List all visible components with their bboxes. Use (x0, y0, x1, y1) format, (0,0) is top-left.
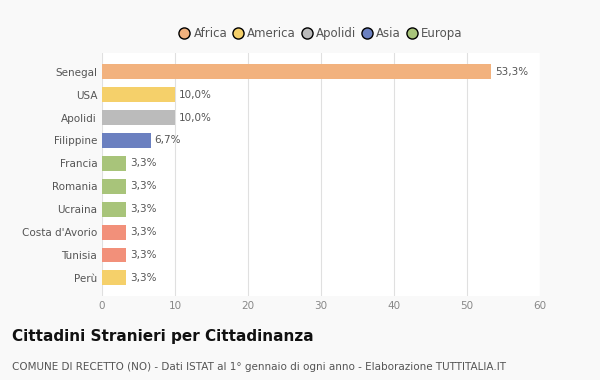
Bar (102, 202, 126, 217)
Bar (102, 179, 126, 194)
Bar (102, 225, 126, 239)
Legend: Africa, America, Apolidi, Asia, Europa: Africa, America, Apolidi, Asia, Europa (177, 25, 465, 43)
Bar (102, 110, 175, 125)
Text: 10,0%: 10,0% (179, 112, 212, 122)
Bar (102, 156, 126, 171)
Bar (102, 247, 126, 263)
Text: 53,3%: 53,3% (495, 67, 528, 77)
Text: 3,3%: 3,3% (130, 227, 156, 237)
Text: Cittadini Stranieri per Cittadinanza: Cittadini Stranieri per Cittadinanza (12, 329, 314, 344)
Bar (102, 64, 491, 79)
Bar (102, 133, 151, 148)
Text: 3,3%: 3,3% (130, 204, 156, 214)
Text: 10,0%: 10,0% (179, 90, 212, 100)
Text: 3,3%: 3,3% (130, 181, 156, 191)
Bar (102, 87, 175, 102)
Bar (102, 271, 126, 285)
Text: COMUNE DI RECETTO (NO) - Dati ISTAT al 1° gennaio di ogni anno - Elaborazione TU: COMUNE DI RECETTO (NO) - Dati ISTAT al 1… (12, 363, 506, 372)
Text: 3,3%: 3,3% (130, 273, 156, 283)
Text: 3,3%: 3,3% (130, 158, 156, 168)
Text: 3,3%: 3,3% (130, 250, 156, 260)
Text: 6,7%: 6,7% (155, 135, 181, 146)
